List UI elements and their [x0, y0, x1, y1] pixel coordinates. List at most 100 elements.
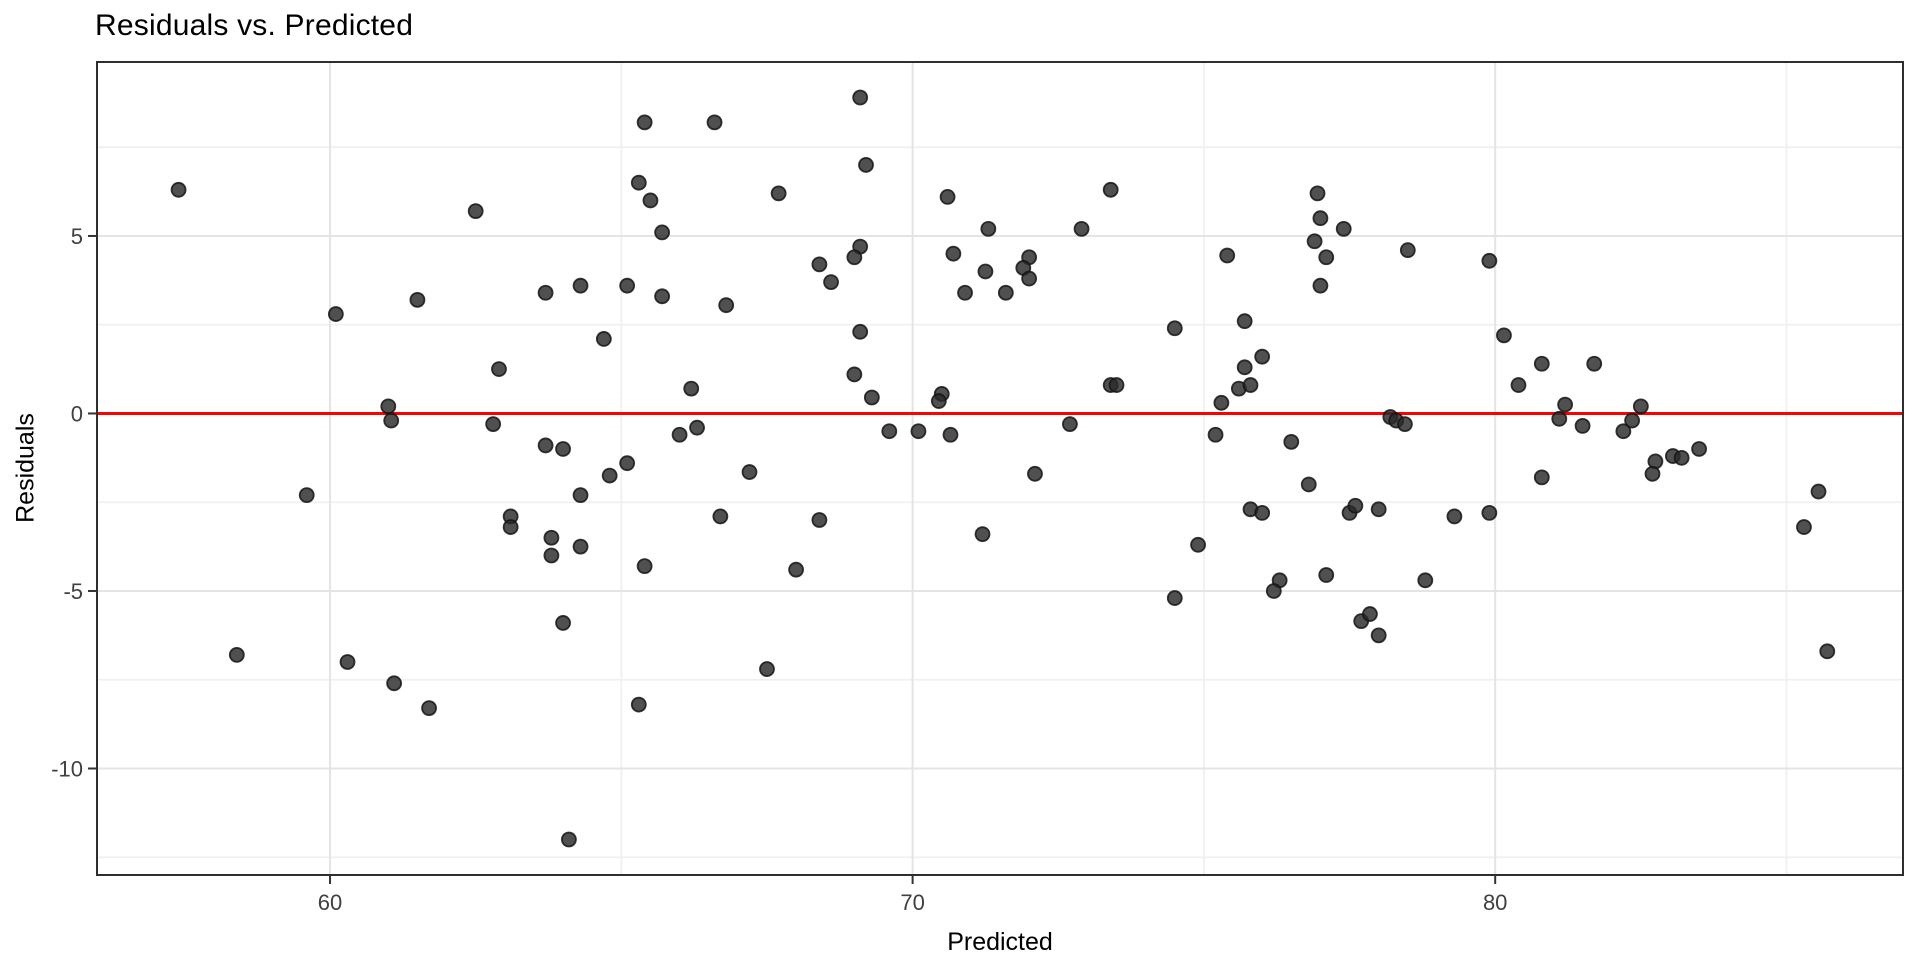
data-point — [846, 366, 863, 383]
data-point — [942, 426, 959, 443]
data-point — [491, 361, 507, 377]
data-point — [823, 274, 839, 291]
data-point — [1265, 583, 1282, 599]
panel-border — [96, 61, 1904, 876]
data-point — [1166, 590, 1183, 606]
data-point — [881, 423, 898, 440]
data-point — [619, 455, 636, 472]
data-point — [555, 441, 571, 457]
data-point — [1335, 220, 1352, 237]
data-point — [1213, 394, 1230, 411]
data-point — [555, 615, 571, 631]
data-point — [485, 416, 502, 433]
data-point — [1190, 536, 1206, 553]
data-point — [997, 284, 1014, 301]
data-point — [1166, 320, 1183, 337]
data-point — [1615, 423, 1632, 440]
data-point — [788, 561, 804, 578]
data-point — [1370, 501, 1387, 518]
data-point — [671, 426, 688, 443]
data-point — [945, 245, 962, 262]
data-point — [327, 306, 344, 322]
data-point — [1318, 567, 1335, 583]
data-point — [1557, 396, 1574, 413]
data-point — [1027, 465, 1043, 482]
data-point — [1370, 627, 1387, 644]
data-point — [170, 181, 187, 198]
data-point — [974, 526, 991, 543]
x-tick-label: 60 — [318, 890, 342, 915]
data-point — [467, 203, 484, 220]
data-point — [543, 529, 560, 546]
data-point — [1624, 412, 1640, 429]
data-point — [957, 284, 973, 301]
data-point — [811, 512, 828, 528]
data-point — [1062, 416, 1078, 433]
data-point — [380, 398, 397, 415]
data-point — [630, 174, 647, 191]
y-tick-label: -5 — [63, 579, 83, 604]
data-point — [537, 284, 554, 301]
data-point — [1810, 483, 1827, 500]
data-point — [1417, 572, 1434, 589]
data-point — [1691, 441, 1707, 457]
data-point — [1586, 355, 1603, 372]
data-point — [858, 157, 874, 173]
data-point — [595, 331, 612, 347]
data-point — [980, 220, 997, 237]
data-point — [1362, 606, 1378, 622]
data-point — [846, 249, 863, 266]
data-point — [1510, 377, 1527, 393]
data-point — [712, 508, 729, 525]
data-point — [811, 256, 828, 273]
data-point — [502, 519, 519, 535]
data-point — [1632, 398, 1649, 415]
data-point — [1254, 504, 1271, 521]
data-point — [636, 114, 653, 131]
y-tick-label: 5 — [71, 224, 83, 249]
data-point — [1399, 242, 1416, 259]
data-point — [1396, 416, 1413, 433]
data-point — [706, 114, 723, 131]
data-point — [228, 646, 245, 663]
data-point — [759, 661, 775, 677]
data-point — [1219, 247, 1236, 264]
data-point — [1533, 355, 1550, 372]
data-point — [1574, 417, 1591, 434]
data-point — [1102, 181, 1119, 198]
data-point — [1318, 249, 1335, 266]
data-point — [1300, 476, 1317, 493]
data-point — [910, 423, 927, 440]
data-point — [560, 831, 577, 848]
data-point — [718, 297, 735, 314]
data-point — [1108, 377, 1125, 393]
data-point — [1207, 426, 1224, 443]
data-point — [386, 675, 403, 692]
data-point — [1312, 277, 1329, 294]
data-point — [1496, 327, 1512, 344]
data-point — [409, 291, 426, 308]
data-point — [572, 538, 589, 555]
data-point — [421, 700, 437, 717]
data-point — [1242, 377, 1259, 393]
data-point — [939, 189, 956, 205]
data-point — [1254, 348, 1271, 365]
chart-title: Residuals vs. Predicted — [95, 9, 414, 42]
data-point — [1481, 504, 1498, 521]
y-tick-label: -10 — [51, 756, 83, 781]
x-axis-title: Predicted — [947, 928, 1053, 956]
data-point — [770, 185, 787, 202]
data-point — [1819, 643, 1836, 660]
data-point — [1312, 210, 1329, 227]
data-point — [863, 389, 880, 406]
data-point — [572, 487, 589, 504]
data-point — [1551, 410, 1568, 427]
data-point — [630, 696, 647, 713]
data-point — [1236, 359, 1253, 376]
data-point — [1347, 497, 1364, 514]
data-point — [1481, 252, 1498, 269]
data-point — [654, 224, 671, 241]
data-point — [601, 467, 618, 484]
data-point — [1644, 465, 1661, 482]
